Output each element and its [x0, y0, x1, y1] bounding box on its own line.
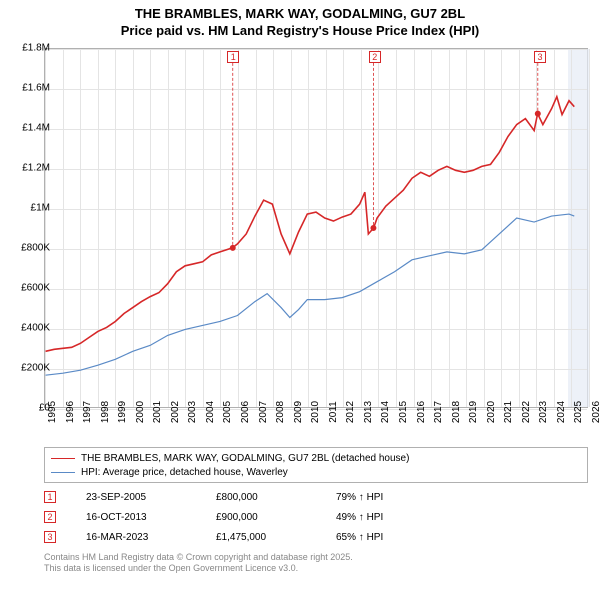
x-axis-label: 2006: [240, 401, 251, 423]
title-line1: THE BRAMBLES, MARK WAY, GODALMING, GU7 2…: [0, 6, 600, 23]
event-date: 16-OCT-2013: [86, 512, 216, 523]
x-axis-label: 2003: [187, 401, 198, 423]
plot-border: 1 2 3: [44, 48, 588, 408]
x-axis-label: 2020: [486, 401, 497, 423]
chart-title: THE BRAMBLES, MARK WAY, GODALMING, GU7 2…: [0, 0, 600, 40]
x-axis-label: 2022: [521, 401, 532, 423]
x-axis-label: 2010: [310, 401, 321, 423]
x-axis-label: 2023: [538, 401, 549, 423]
y-axis-label: £800K: [21, 243, 50, 254]
x-axis-label: 1995: [47, 401, 58, 423]
chart-lines: [45, 49, 587, 407]
y-axis-label: £400K: [21, 323, 50, 334]
chart-legend: THE BRAMBLES, MARK WAY, GODALMING, GU7 2…: [44, 447, 588, 483]
y-axis-label: £1.8M: [22, 43, 50, 54]
x-axis-label: 2025: [573, 401, 584, 423]
x-axis-label: 2011: [328, 401, 339, 423]
x-axis-label: 2019: [468, 401, 479, 423]
event-price: £1,475,000: [216, 532, 336, 543]
event-price: £900,000: [216, 512, 336, 523]
x-axis-label: 2026: [591, 401, 600, 423]
y-axis-label: £200K: [21, 363, 50, 374]
event-marker-icon: 3: [44, 531, 56, 543]
x-axis-label: 2014: [380, 401, 391, 423]
x-axis-label: 2024: [556, 401, 567, 423]
chart-plot-area: 1 2 3: [44, 48, 588, 408]
x-axis-label: 2015: [398, 401, 409, 423]
legend-swatch: [51, 458, 75, 459]
x-axis-label: 2004: [205, 401, 216, 423]
event-marker-icon: 2: [44, 511, 56, 523]
x-axis-label: 2017: [433, 401, 444, 423]
legend-label: THE BRAMBLES, MARK WAY, GODALMING, GU7 2…: [81, 453, 409, 464]
x-axis-label: 2005: [222, 401, 233, 423]
legend-row: THE BRAMBLES, MARK WAY, GODALMING, GU7 2…: [51, 451, 581, 465]
x-axis-label: 2008: [275, 401, 286, 423]
y-axis-label: £600K: [21, 283, 50, 294]
event-hpi: 49% ↑ HPI: [336, 512, 456, 523]
footer-line2: This data is licensed under the Open Gov…: [44, 563, 353, 574]
event-date: 16-MAR-2023: [86, 532, 216, 543]
footer-attribution: Contains HM Land Registry data © Crown c…: [44, 552, 353, 575]
event-date: 23-SEP-2005: [86, 492, 216, 503]
x-axis-label: 2018: [451, 401, 462, 423]
x-axis-label: 1998: [100, 401, 111, 423]
legend-swatch: [51, 472, 75, 473]
x-axis-label: 1997: [82, 401, 93, 423]
footer-line1: Contains HM Land Registry data © Crown c…: [44, 552, 353, 563]
event-marker-icon: 1: [44, 491, 56, 503]
y-axis-label: £1.4M: [22, 123, 50, 134]
event-row: 3 16-MAR-2023 £1,475,000 65% ↑ HPI: [44, 527, 588, 547]
y-axis-label: £1M: [31, 203, 50, 214]
event-row: 2 16-OCT-2013 £900,000 49% ↑ HPI: [44, 507, 588, 527]
x-axis-label: 2007: [258, 401, 269, 423]
x-axis-label: 2021: [503, 401, 514, 423]
event-marker-flag: 2: [369, 51, 381, 63]
y-axis-label: £1.6M: [22, 83, 50, 94]
legend-label: HPI: Average price, detached house, Wave…: [81, 467, 288, 478]
event-table: 1 23-SEP-2005 £800,000 79% ↑ HPI 2 16-OC…: [44, 487, 588, 547]
event-hpi: 65% ↑ HPI: [336, 532, 456, 543]
event-marker-flag: 3: [534, 51, 546, 63]
x-axis-label: 2012: [345, 401, 356, 423]
x-axis-label: 2001: [152, 401, 163, 423]
x-axis-label: 2000: [135, 401, 146, 423]
x-axis-label: 1999: [117, 401, 128, 423]
series-line: [46, 97, 575, 352]
event-hpi: 79% ↑ HPI: [336, 492, 456, 503]
event-price: £800,000: [216, 492, 336, 503]
event-marker-flag: 1: [227, 51, 239, 63]
x-axis-label: 2013: [363, 401, 374, 423]
x-axis-label: 1996: [65, 401, 76, 423]
event-row: 1 23-SEP-2005 £800,000 79% ↑ HPI: [44, 487, 588, 507]
x-axis-label: 2016: [416, 401, 427, 423]
title-line2: Price paid vs. HM Land Registry's House …: [0, 23, 600, 40]
x-axis-label: 2002: [170, 401, 181, 423]
y-axis-label: £1.2M: [22, 163, 50, 174]
series-line: [46, 214, 575, 375]
legend-row: HPI: Average price, detached house, Wave…: [51, 465, 581, 479]
x-axis-label: 2009: [293, 401, 304, 423]
